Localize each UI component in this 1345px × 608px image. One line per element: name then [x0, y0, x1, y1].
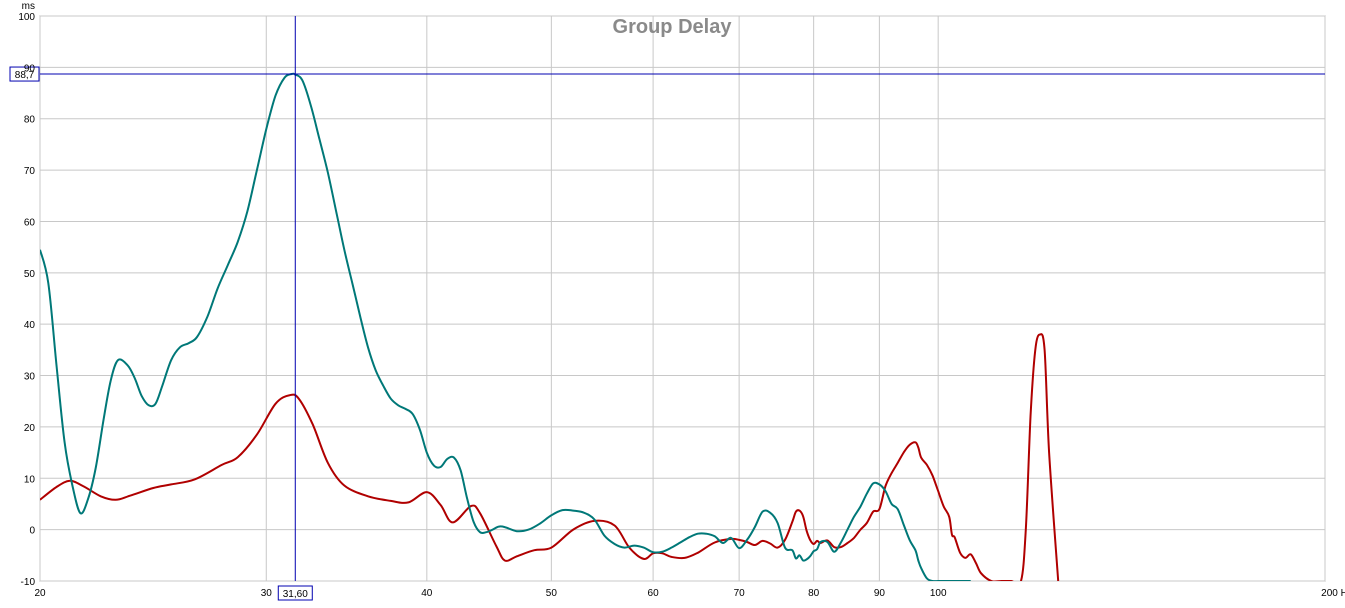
- x-tick-label: 90: [874, 588, 886, 599]
- y-tick-label: 30: [24, 372, 36, 383]
- y-tick-label: 60: [24, 217, 36, 228]
- grid: [39, 15, 1326, 582]
- cursor-y-label-box: [9, 66, 40, 82]
- axis-labels: -10 0 10 20 30 40 50 60 70 80 90 100 20 30 40 50 60 70 80 9…: [18, 12, 1345, 599]
- cursor-layer: 31,60 88,7: [9, 16, 1325, 601]
- y-tick-label: -10: [21, 577, 36, 588]
- cursor-y-label: 88,7: [15, 70, 35, 81]
- y-tick-label: 0: [29, 526, 35, 537]
- cursor-x-label-box: [277, 585, 313, 601]
- x-tick-label: 30: [261, 588, 273, 599]
- series-layer: [40, 72, 1060, 581]
- y-tick-label: 40: [24, 320, 36, 331]
- y-tick-label: 100: [18, 12, 35, 23]
- y-tick-label: 80: [24, 115, 36, 126]
- y-axis-unit-label: ms: [22, 1, 35, 12]
- y-tick-label: 90: [24, 63, 36, 74]
- y-tick-label: 70: [24, 166, 36, 177]
- x-tick-label: 50: [546, 588, 558, 599]
- x-tick-label: 80: [808, 588, 820, 599]
- x-tick-label: 70: [734, 588, 746, 599]
- y-tick-label: 10: [24, 474, 36, 485]
- x-tick-label: 60: [648, 588, 660, 599]
- plot-background: [39, 15, 1326, 582]
- chart-title: Group Delay: [613, 16, 733, 38]
- x-tick-label: 100: [930, 588, 947, 599]
- series-line-1: [40, 333, 1060, 581]
- x-tick-label: 40: [421, 588, 433, 599]
- y-tick-label: 50: [24, 269, 36, 280]
- y-tick-label: 20: [24, 423, 36, 434]
- cursor-x-label: 31,60: [283, 589, 308, 600]
- x-tick-label: 200 Hz: [1321, 588, 1345, 599]
- series-line-2: [40, 72, 971, 581]
- x-tick-label: 20: [34, 588, 46, 599]
